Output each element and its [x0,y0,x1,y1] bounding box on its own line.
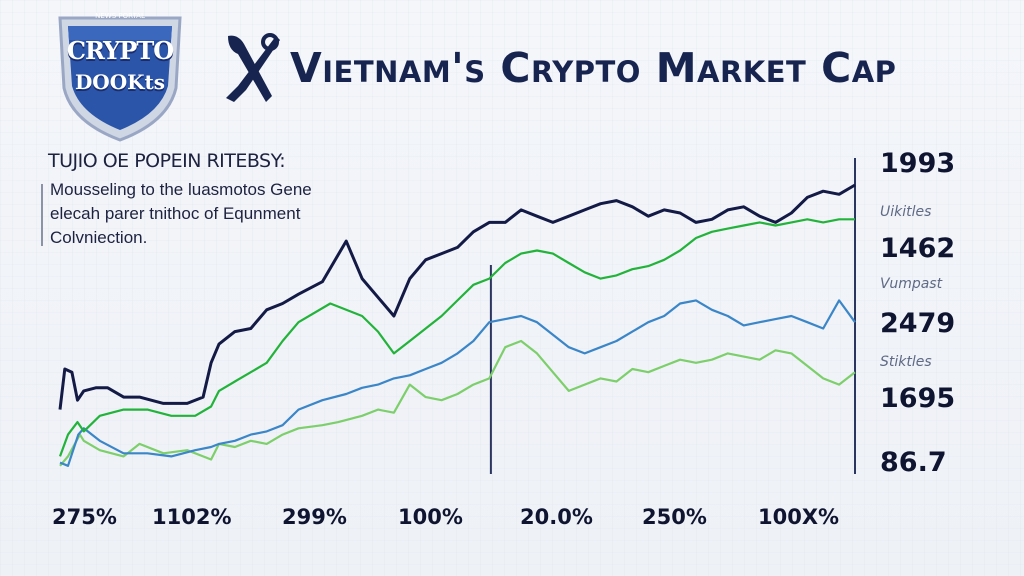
x-tick-label: 1102% [152,505,232,529]
series-line-green [58,218,855,457]
x-tick-label: 250% [642,505,707,529]
logo-shield [58,16,182,142]
series-line-blue [59,299,856,467]
shield-fill [68,26,172,130]
logo-small-text: NEWS PORTAL [95,12,145,20]
x-tick-label: 299% [282,505,347,529]
annotation-line: elecah parer tnithoc of Equnment [50,204,301,223]
x-tick-label: 20.0% [520,505,593,529]
annotation-heading: TUJIO OE POPEIN RITEBSY: [48,150,286,172]
page-title: Vietnam's Crypto Market Cap [290,44,897,92]
right-caption-label: Stiktles [880,354,932,370]
right-value-label: 2479 [880,308,956,339]
right-caption-label: Vumpast [880,276,943,292]
crossed-tools-icon [226,33,280,102]
right-value-label: 1695 [880,383,956,414]
right-value-label: 1462 [880,233,956,264]
annotation-line: Mousseling to the luasmotos Gene [50,180,312,199]
right-value-label: 86.7 [880,447,947,478]
series-line-navy [58,183,856,410]
x-tick-label: 275% [52,505,117,529]
annotation-line: Colvniection. [50,228,148,247]
logo-text-line1: CRYPTO [66,36,174,65]
annotation-body: Mousseling to the luasmotos Gene elecah … [50,178,312,250]
series-line-light-green [59,339,856,467]
annotation-divider [41,184,43,246]
logo-text-line2: DOOKts [74,70,166,94]
right-caption-label: Uikitles [880,204,932,220]
x-tick-label: 100% [398,505,463,529]
x-tick-label: 100X% [758,505,840,529]
right-value-label: 1993 [880,148,956,179]
